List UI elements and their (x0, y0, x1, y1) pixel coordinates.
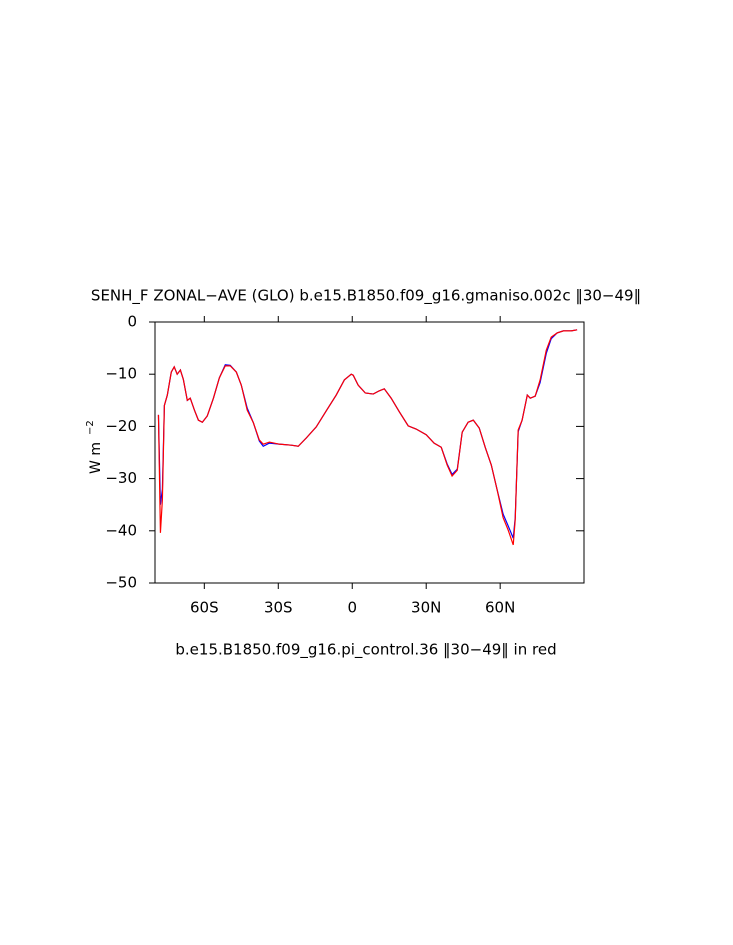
y-label-exponent: −2 (85, 420, 96, 435)
y-tick-label: −20 (105, 417, 137, 435)
y-tick-label: −30 (105, 469, 137, 487)
x-tick-label: 60N (485, 599, 515, 617)
chart-title: SENH_F ZONAL−AVE (GLO) b.e15.B1850.f09_g… (91, 287, 641, 306)
x-tick-label: 60S (190, 599, 219, 617)
y-tick-label: 0 (127, 313, 137, 331)
series-line (157, 329, 578, 546)
y-tick-label: −50 (105, 574, 137, 592)
y-axis-label: W m −2 (85, 420, 104, 474)
x-tick-label: 30N (411, 599, 441, 617)
y-tick-label: −10 (105, 365, 137, 383)
y-tick-label: −40 (105, 521, 137, 539)
plot-frame (154, 321, 585, 584)
chart-subtitle: b.e15.B1850.f09_g16.pi_control.36 ‖30−49… (175, 641, 556, 660)
x-tick-label: 0 (347, 599, 357, 617)
y-label-text: W m (88, 442, 104, 474)
x-tick-label: 30S (264, 599, 293, 617)
